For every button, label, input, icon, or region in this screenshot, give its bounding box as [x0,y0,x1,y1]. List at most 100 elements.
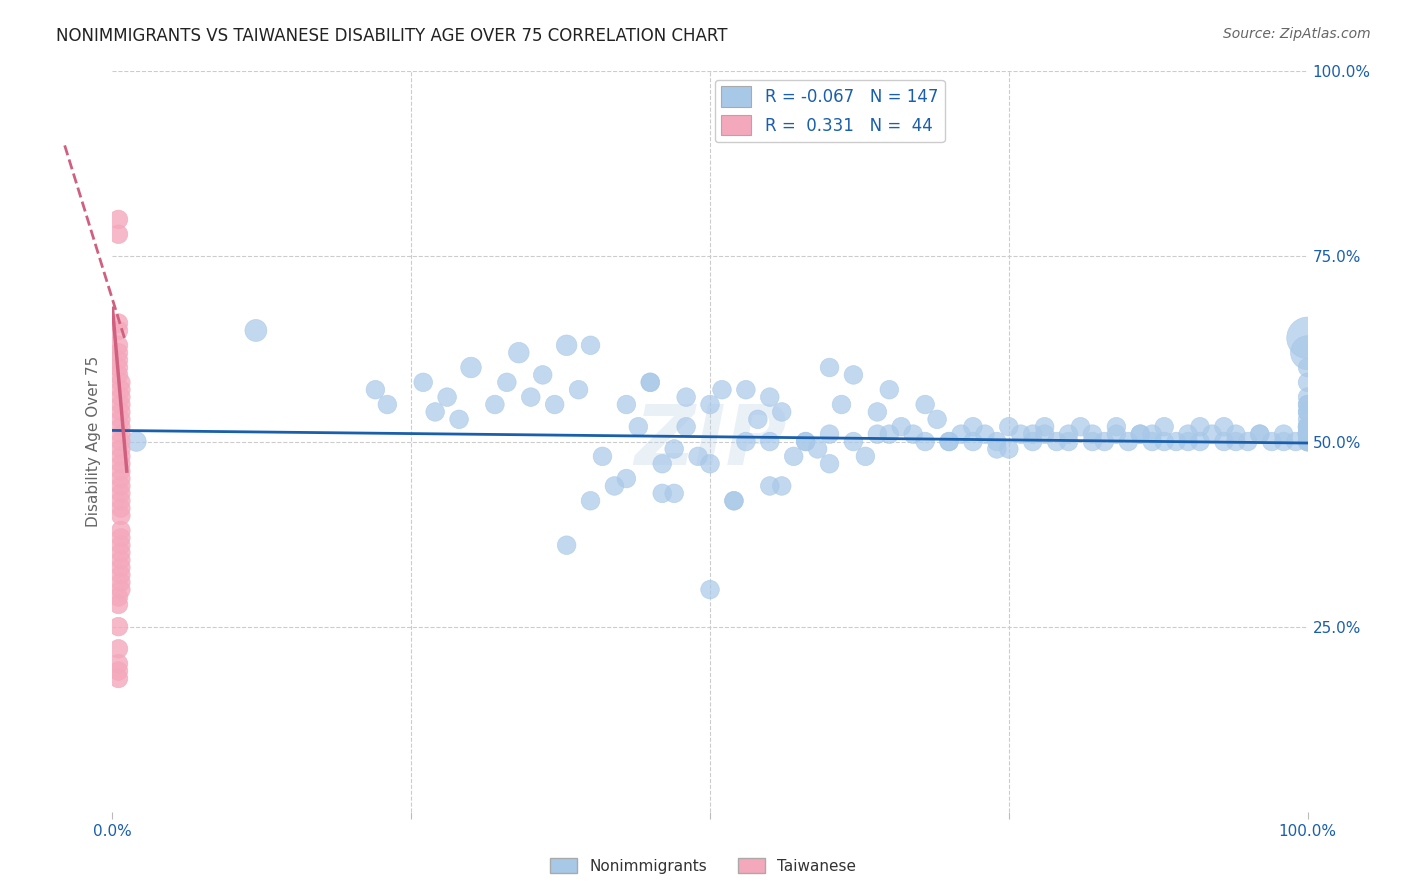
Point [938,434,960,449]
Point [110,390,132,404]
Point [1057,434,1080,449]
Point [1296,419,1319,434]
Point [110,546,132,560]
Point [436,390,458,404]
Point [1129,427,1152,442]
Point [1201,427,1223,442]
Point [640,376,662,390]
Point [1296,398,1319,412]
Point [531,368,554,382]
Point [1296,419,1319,434]
Point [855,450,877,464]
Point [1142,434,1164,449]
Point [1033,427,1056,442]
Point [110,398,132,412]
Point [770,479,793,493]
Legend: Nonimmigrants, Taiwanese: Nonimmigrants, Taiwanese [544,852,862,880]
Point [110,538,132,552]
Point [110,531,132,545]
Point [1153,419,1175,434]
Point [1213,419,1236,434]
Point [603,479,626,493]
Point [866,427,889,442]
Point [555,338,578,352]
Point [1046,434,1069,449]
Point [1296,427,1319,442]
Point [1296,419,1319,434]
Point [688,450,710,464]
Point [1296,376,1319,390]
Point [675,390,697,404]
Point [962,434,984,449]
Point [1296,419,1319,434]
Point [1296,360,1319,375]
Point [1296,390,1319,404]
Point [1070,419,1092,434]
Point [110,383,132,397]
Point [1296,405,1319,419]
Point [723,493,745,508]
Point [107,360,129,375]
Point [651,457,673,471]
Point [723,493,745,508]
Point [555,538,578,552]
Point [543,398,565,412]
Point [699,582,721,597]
Point [914,434,936,449]
Point [1249,427,1271,442]
Point [110,442,132,456]
Text: NONIMMIGRANTS VS TAIWANESE DISABILITY AGE OVER 75 CORRELATION CHART: NONIMMIGRANTS VS TAIWANESE DISABILITY AG… [56,27,728,45]
Point [1057,427,1080,442]
Point [651,486,673,500]
Point [1094,434,1116,449]
Point [818,457,841,471]
Point [110,560,132,574]
Point [699,398,721,412]
Point [107,590,129,604]
Point [938,434,960,449]
Point [1105,419,1128,434]
Point [998,442,1021,456]
Point [110,486,132,500]
Point [110,419,132,434]
Point [986,442,1008,456]
Point [110,508,132,523]
Point [107,227,129,242]
Point [107,212,129,227]
Point [1285,434,1308,449]
Point [1296,405,1319,419]
Point [107,641,129,656]
Point [107,619,129,633]
Point [520,390,543,404]
Point [1296,427,1319,442]
Point [1118,434,1140,449]
Point [1296,434,1319,449]
Point [616,471,638,485]
Point [962,419,984,434]
Point [1022,427,1045,442]
Point [1296,434,1319,449]
Point [1177,434,1199,449]
Point [1033,419,1056,434]
Point [1296,434,1319,449]
Point [807,442,830,456]
Point [245,324,267,338]
Point [1296,419,1319,434]
Point [664,486,686,500]
Point [735,434,758,449]
Point [759,479,782,493]
Point [1296,331,1319,345]
Y-axis label: Disability Age Over 75: Disability Age Over 75 [86,356,101,527]
Point [903,427,925,442]
Point [675,419,697,434]
Point [879,383,901,397]
Point [110,524,132,538]
Point [640,376,662,390]
Point [1105,427,1128,442]
Point [1189,419,1212,434]
Point [1022,434,1045,449]
Point [794,434,817,449]
Point [110,553,132,567]
Point [110,464,132,478]
Point [890,419,912,434]
